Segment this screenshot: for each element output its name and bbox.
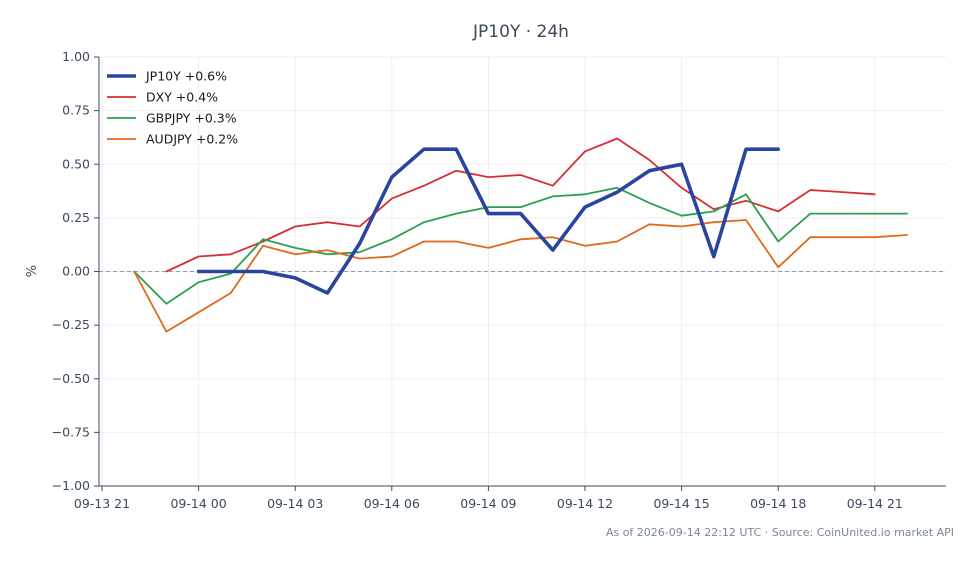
y-tick-label: 0.75 bbox=[62, 103, 90, 118]
legend-label: GBPJPY +0.3% bbox=[146, 111, 237, 126]
y-tick-label: −0.50 bbox=[52, 371, 90, 386]
y-tick-label: −0.25 bbox=[52, 317, 90, 332]
series-line-jp10y bbox=[196, 147, 781, 295]
tick-labels: 1.00 0.75 0.50 0.25 0.00 −0.25 −0.50 −0.75 −1.00… bbox=[52, 49, 903, 511]
legend-label: DXY +0.4% bbox=[146, 90, 218, 105]
y-tick-label: 0.50 bbox=[62, 156, 90, 171]
series-line-dxy bbox=[165, 137, 876, 273]
axes bbox=[94, 56, 946, 491]
x-tick-label: 09-14 12 bbox=[557, 496, 613, 511]
y-tick-label: 0.00 bbox=[62, 264, 90, 279]
y-tick-label: 0.25 bbox=[62, 210, 90, 225]
y-tick-label: −1.00 bbox=[52, 478, 90, 493]
x-tick-label: 09-13 21 bbox=[74, 496, 130, 511]
x-tick-label: 09-14 21 bbox=[847, 496, 903, 511]
legend-label: AUDJPY +0.2% bbox=[146, 132, 238, 147]
series-line-audjpy bbox=[133, 219, 908, 333]
y-axis-label: % bbox=[25, 265, 40, 277]
x-tick-label: 09-14 06 bbox=[364, 496, 420, 511]
x-tick-label: 09-14 15 bbox=[653, 496, 709, 511]
x-tick-label: 09-14 18 bbox=[750, 496, 806, 511]
x-tick-label: 09-14 00 bbox=[170, 496, 226, 511]
x-tick-label: 09-14 09 bbox=[460, 496, 516, 511]
x-tick-label: 09-14 03 bbox=[267, 496, 323, 511]
chart-title: JP10Y · 24h bbox=[472, 22, 569, 42]
legend: JP10Y +0.6% DXY +0.4% GBPJPY +0.3% AUDJPY +… bbox=[107, 69, 238, 147]
y-tick-label: 1.00 bbox=[62, 49, 90, 64]
source-footer: As of 2026-09-14 22:12 UTC · Source: Coi… bbox=[605, 526, 954, 539]
series-lines bbox=[133, 137, 908, 333]
series-line-gbpjpy bbox=[133, 186, 908, 305]
y-tick-label: −0.75 bbox=[52, 424, 90, 439]
legend-label: JP10Y +0.6% bbox=[145, 69, 227, 84]
